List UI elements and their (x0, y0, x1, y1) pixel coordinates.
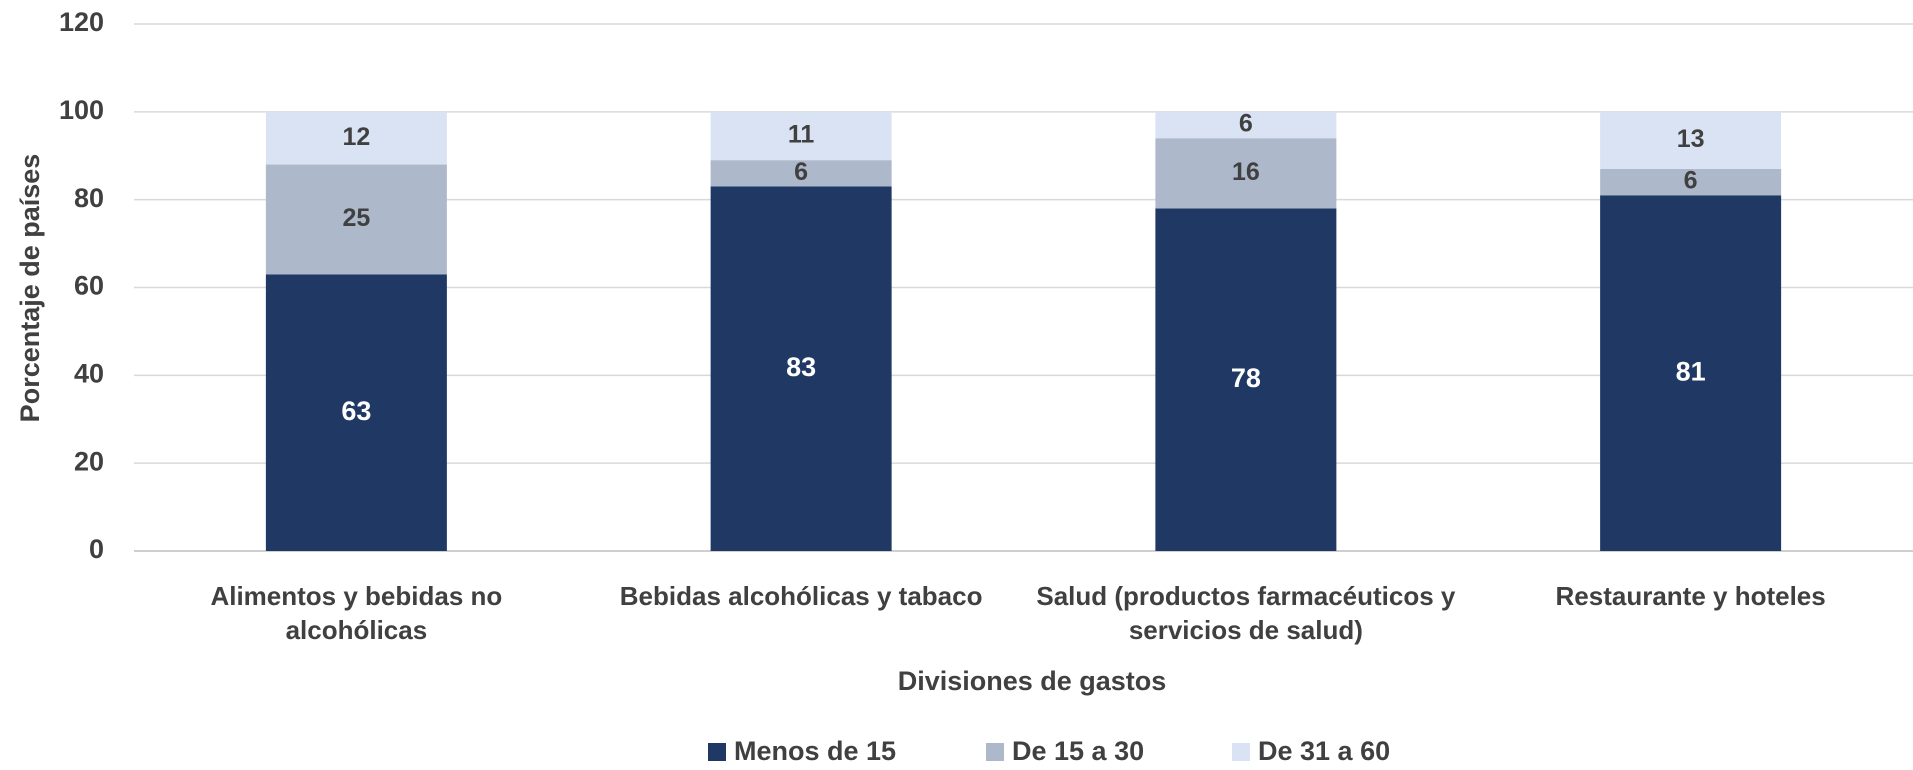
data-label: 12 (342, 123, 370, 151)
x-tick-label: Alimentos y bebidas no alcohólicas (210, 581, 503, 645)
data-label: 25 (342, 204, 370, 232)
bar-segment (1155, 111, 1337, 139)
y-tick-label: 80 (74, 183, 104, 213)
y-tick-label: 0 (89, 534, 104, 564)
bar-segment (1600, 111, 1782, 169)
data-label: 78 (1231, 363, 1261, 393)
bar-segment (1600, 195, 1782, 551)
bar-segment (265, 111, 447, 165)
legend-label: Menos de 15 (734, 736, 896, 766)
data-label: 16 (1232, 158, 1260, 186)
bar-segment (1600, 168, 1782, 196)
x-tick-label: Restaurante y hoteles (1555, 581, 1826, 611)
bar-segment (710, 111, 892, 161)
legend-swatch (1232, 743, 1250, 761)
bar-segment (710, 160, 892, 187)
data-label: 83 (786, 352, 816, 382)
bar-segment (1155, 138, 1337, 209)
x-tick-label: Salud (productos farmacéuticos y servici… (1036, 581, 1456, 645)
y-tick-label: 120 (59, 7, 104, 37)
bar-segment (710, 186, 892, 551)
y-tick-label: 40 (74, 358, 104, 388)
x-axis-title: Divisiones de gastos (898, 666, 1167, 696)
legend-label: De 15 a 30 (1012, 736, 1144, 766)
y-tick-label: 20 (74, 446, 104, 476)
data-label: 6 (794, 158, 808, 186)
bar-segment (265, 164, 447, 275)
y-tick-label: 100 (59, 95, 104, 125)
data-label: 11 (788, 121, 815, 149)
x-tick-label: Bebidas alcohólicas y tabaco (619, 581, 983, 611)
data-label: 6 (1684, 167, 1698, 195)
legend-swatch (708, 743, 726, 761)
data-label: 13 (1677, 125, 1705, 153)
data-label: 6 (1239, 110, 1253, 138)
y-tick-label: 60 (74, 271, 104, 301)
bar-segment (265, 274, 447, 551)
y-axis-title: Porcentaje de países (15, 154, 45, 423)
legend-label: De 31 a 60 (1258, 736, 1390, 766)
data-label: 63 (341, 396, 371, 426)
data-label: 81 (1676, 356, 1706, 386)
bar-segment (1155, 208, 1337, 551)
legend-swatch (986, 743, 1004, 761)
